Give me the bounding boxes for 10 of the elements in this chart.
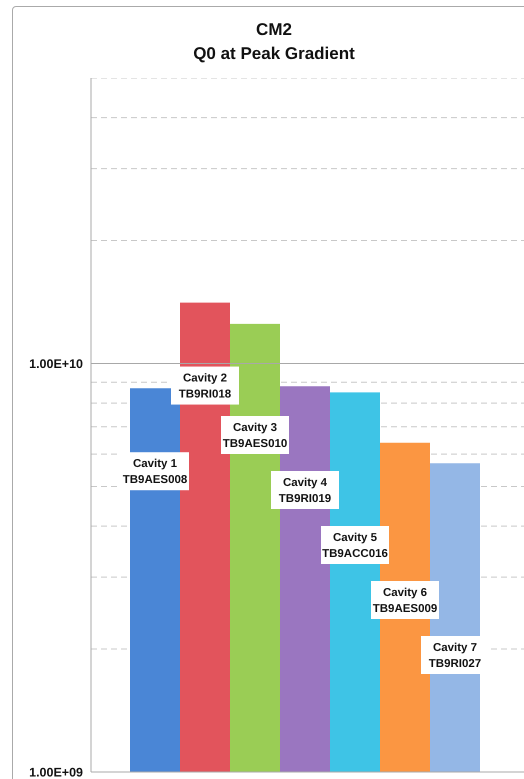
chart-title: CM2 Q0 at Peak Gradient bbox=[192, 19, 356, 65]
x-tick-label: Cavity 7 TB9RI027 bbox=[428, 642, 482, 670]
y-tick-label: 1.00E+09 bbox=[29, 765, 84, 779]
x-tick-label: Cavity 2 TB9RI018 bbox=[178, 372, 232, 401]
x-tick-label: Cavity 4 TB9RI019 bbox=[278, 477, 332, 505]
x-tick-label: Cavity 3 TB9AES010 bbox=[222, 422, 288, 450]
y-tick-label: 1.00E+10 bbox=[29, 356, 84, 371]
x-tick-label: Cavity 1 TB9AES008 bbox=[122, 458, 188, 486]
x-tick-label: Cavity 6 TB9AES009 bbox=[372, 587, 438, 615]
x-tick-label: Cavity 5 TB9ACC016 bbox=[322, 532, 388, 560]
